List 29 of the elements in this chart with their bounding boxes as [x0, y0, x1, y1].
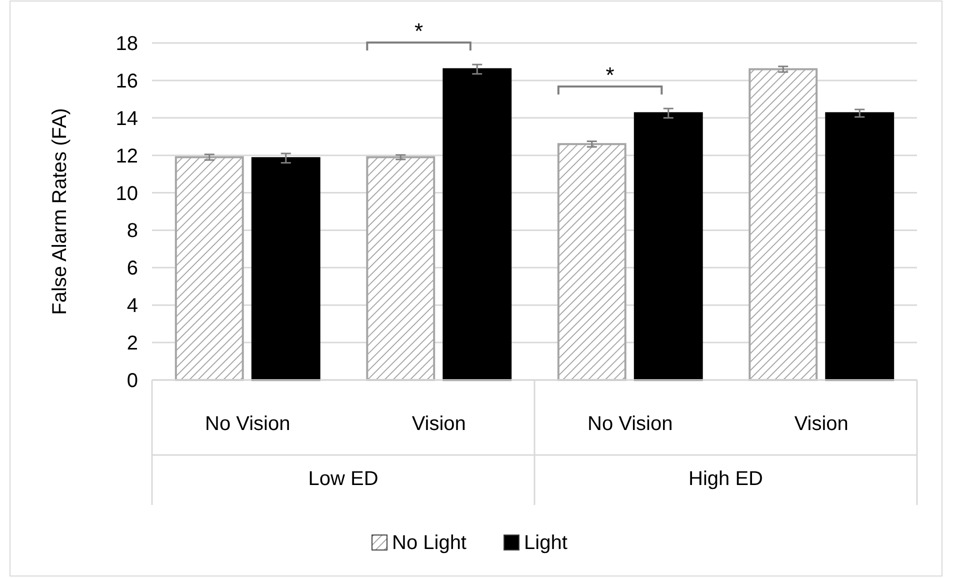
- bar: [366, 156, 436, 381]
- y-tick-label: 6: [126, 258, 138, 280]
- bar: [634, 112, 703, 381]
- bar: [174, 156, 244, 381]
- annotation: *: [414, 18, 424, 44]
- x-tick-label: No Vision: [205, 413, 290, 435]
- y-axis-title: False Alarm Rates (FA): [49, 108, 71, 315]
- text: Low ED: [308, 468, 378, 490]
- y-tick-label: 2: [126, 332, 138, 355]
- x-tick-label: Vision: [794, 413, 848, 435]
- bar: [825, 112, 894, 381]
- y-tick-label: 10: [116, 182, 138, 205]
- y-tick-label: 16: [116, 70, 138, 92]
- y-tick-label: 18: [116, 33, 138, 55]
- y-tick-label: 12: [116, 145, 138, 168]
- bar: [442, 68, 512, 381]
- y-tick-label: 8: [126, 220, 138, 242]
- y-tick-label: 0: [126, 370, 138, 392]
- y-tick-label: 14: [116, 108, 138, 130]
- bar: [251, 157, 320, 381]
- bar: [748, 68, 818, 381]
- y-tick-label: 4: [126, 295, 138, 318]
- text: High ED: [688, 468, 763, 490]
- annotation: *: [606, 62, 615, 88]
- legend-label: No Light: [392, 532, 467, 554]
- x-tick-label: No Vision: [588, 413, 673, 435]
- x-tick-label: Vision: [412, 413, 466, 435]
- legend-label: Light: [524, 532, 568, 554]
- bar: [557, 143, 626, 381]
